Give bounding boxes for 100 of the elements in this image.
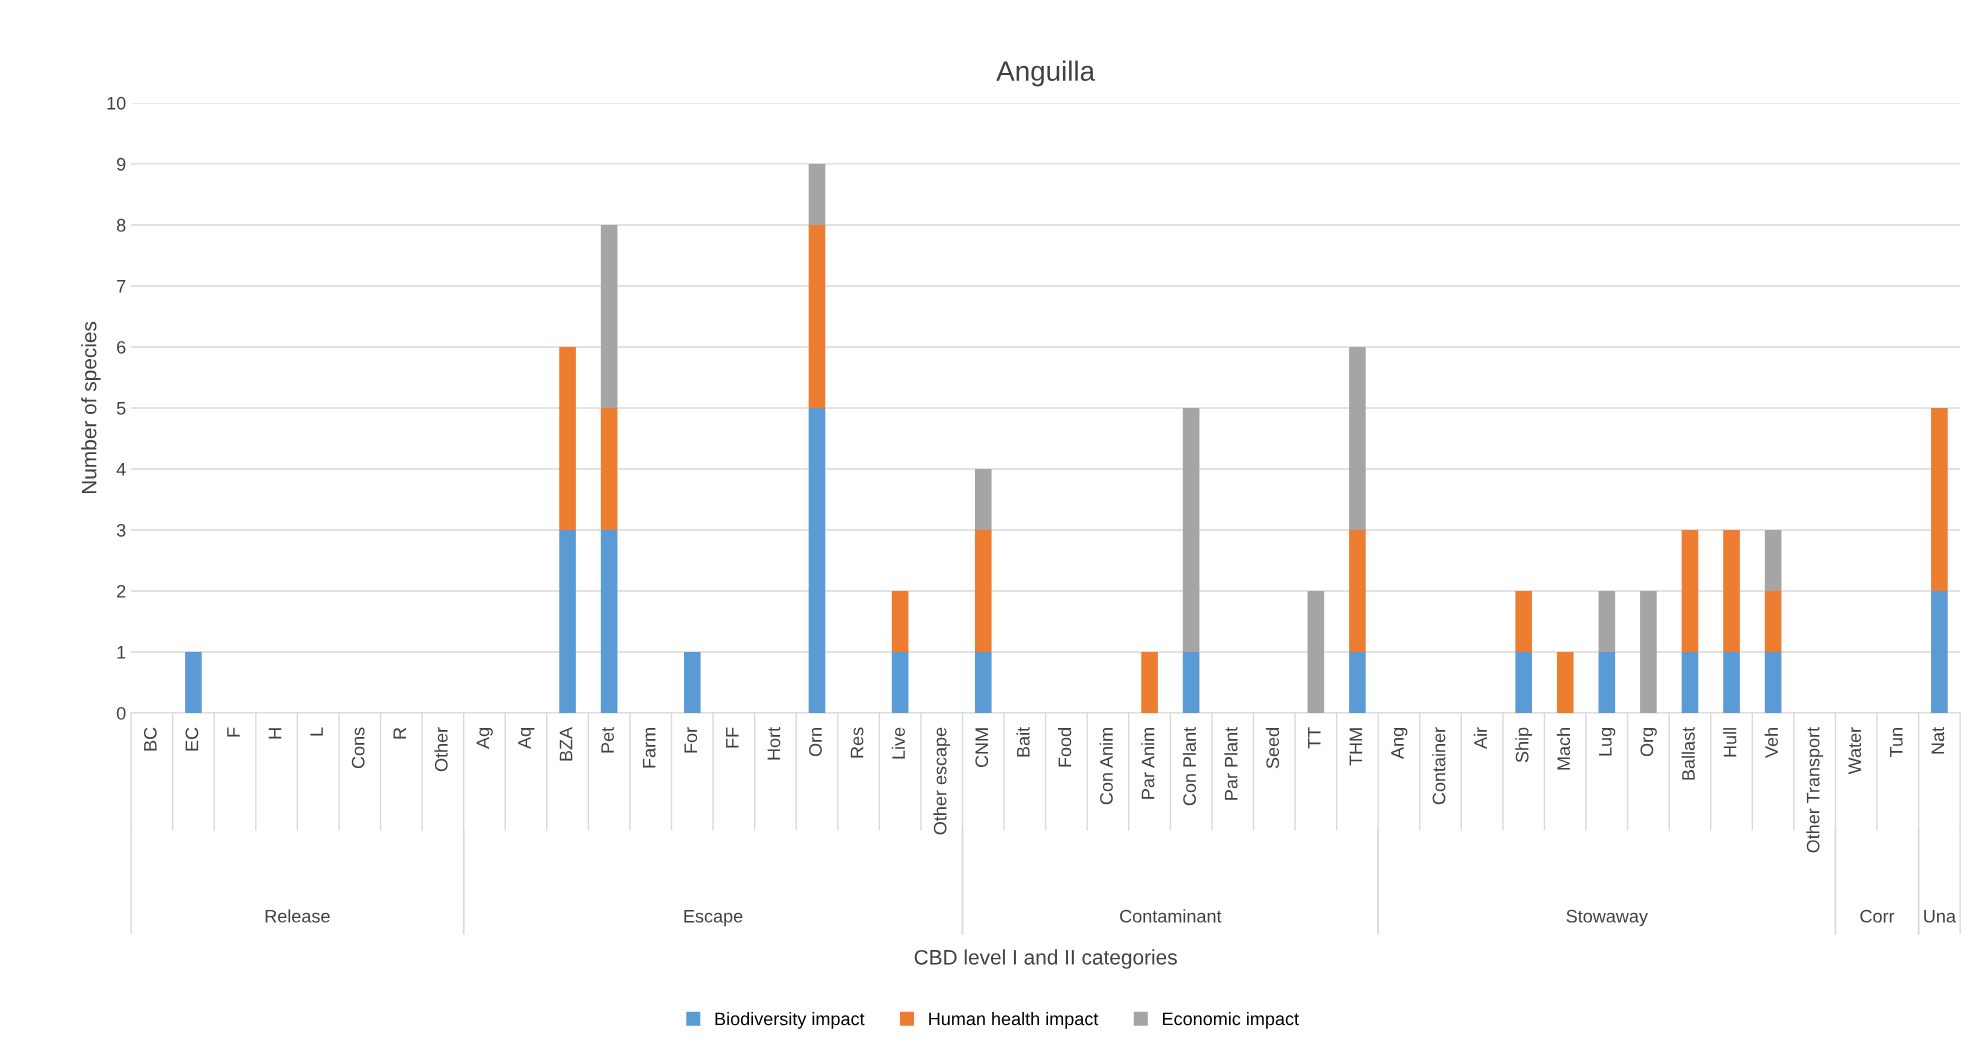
x-tick-label: THM <box>1349 728 1363 766</box>
bar <box>1598 651 1616 713</box>
bar <box>1723 651 1740 713</box>
x-tick-label: Other escape <box>933 727 951 835</box>
bar <box>185 651 202 713</box>
bar <box>683 651 701 713</box>
x-tick-label: Ang <box>1391 728 1408 759</box>
bar <box>1598 590 1616 652</box>
bar <box>974 651 992 713</box>
x-tick-label: Orn <box>809 728 822 757</box>
x-tick-label: BZA <box>559 726 573 761</box>
y-tick-label: 8 <box>116 218 126 232</box>
x-tick-label: Ballast <box>1681 727 1695 780</box>
x-tick-label: Other <box>434 727 448 772</box>
bar <box>891 590 909 652</box>
x-tick-label: Mach <box>1556 728 1571 770</box>
bar <box>600 224 618 408</box>
y-tick-label: 4 <box>116 463 126 476</box>
x-tick-label: Seed <box>1265 728 1280 769</box>
x-tick-label: Nat <box>1931 727 1945 754</box>
bar <box>600 529 618 713</box>
y-tick-label: 1 <box>117 646 126 659</box>
bar <box>808 407 826 713</box>
bar <box>1556 651 1574 713</box>
bar <box>974 468 992 530</box>
x-tick-label: Farm <box>642 728 656 768</box>
text: Release <box>265 909 330 923</box>
chart-title: Anguilla <box>996 60 1096 87</box>
x-tick-label: Tun <box>1890 728 1903 757</box>
x-tick-label: Water <box>1848 727 1862 775</box>
x-tick-label: F <box>227 727 240 737</box>
x-tick-label: FF <box>726 727 739 748</box>
y-tick-label: 10 <box>107 96 126 110</box>
text: Contaminant <box>1120 909 1222 923</box>
text: Escape <box>684 910 743 927</box>
x-tick-label: L <box>310 727 323 736</box>
bar <box>559 346 576 530</box>
x-tick-label: Hull <box>1723 728 1737 757</box>
x-tick-label: EC <box>185 727 199 751</box>
x-tick-label: Par Anim <box>1141 728 1155 799</box>
bar <box>808 224 826 408</box>
x-tick-label: Lug <box>1599 728 1616 756</box>
text: Stowaway <box>1566 909 1648 927</box>
y-tick-label: 9 <box>117 157 126 171</box>
bar <box>1640 590 1657 713</box>
bar <box>1349 529 1366 652</box>
x-tick-label: Con Anim <box>1099 728 1113 805</box>
x-tick-label: Veh <box>1764 728 1778 758</box>
x-tick-label: Air <box>1473 727 1487 749</box>
x-tick-label: Container <box>1432 727 1446 805</box>
x-tick-label: Par Plant <box>1224 727 1238 800</box>
x-axis-title: CBD level I and II categories <box>914 949 1177 969</box>
x-tick-label: Hort <box>767 727 781 760</box>
x-tick-label: Res <box>850 727 864 758</box>
x-tick-label: H <box>268 728 282 739</box>
bar <box>1182 407 1200 652</box>
y-axis-title: Number of species <box>81 321 101 494</box>
x-tick-label: Aq <box>518 728 535 749</box>
y-tick-label: 3 <box>116 523 126 537</box>
x-tick-label: TT <box>1308 727 1321 749</box>
bar <box>1307 590 1325 713</box>
bar <box>1764 529 1782 591</box>
bar <box>1681 529 1699 652</box>
bar <box>1141 651 1158 713</box>
bar <box>1515 590 1532 652</box>
y-tick-label: 6 <box>117 340 126 354</box>
x-tick-label: Bait <box>1016 727 1030 757</box>
x-tick-label: BC <box>143 727 157 751</box>
bar <box>1723 529 1740 652</box>
legend-label: Biodiversity impact <box>715 1012 865 1029</box>
y-tick-label: 2 <box>117 584 126 598</box>
bar <box>1349 651 1366 713</box>
y-tick-label: 5 <box>116 402 126 415</box>
legend-label: Economic impact <box>1163 1012 1299 1029</box>
x-tick-label: Other Transport <box>1806 727 1824 853</box>
x-tick-label: Ship <box>1515 727 1533 763</box>
x-tick-label: Live <box>891 727 905 759</box>
x-tick-label: Pet <box>601 727 614 753</box>
y-tick-label: 0 <box>116 706 126 720</box>
text: Una <box>1924 910 1956 923</box>
bar <box>891 651 909 713</box>
bar <box>974 529 992 652</box>
legend-label: Human health impact <box>929 1012 1099 1029</box>
bar <box>1931 590 1948 713</box>
bar <box>1764 590 1782 652</box>
x-tick-label: Org <box>1640 728 1657 757</box>
bar <box>808 163 826 225</box>
x-tick-label: For <box>684 727 698 753</box>
bar <box>1931 407 1948 591</box>
bar <box>1515 651 1532 713</box>
text: Corr <box>1860 909 1895 923</box>
x-tick-label: Food <box>1058 728 1072 767</box>
bar <box>1349 346 1366 530</box>
y-tick-label: 7 <box>117 280 126 293</box>
x-tick-label: Con Plant <box>1182 727 1196 806</box>
bar <box>1681 651 1699 713</box>
bar <box>1182 651 1200 713</box>
bar <box>600 407 618 530</box>
bar <box>1764 651 1782 713</box>
x-tick-label: CNM <box>975 728 989 768</box>
